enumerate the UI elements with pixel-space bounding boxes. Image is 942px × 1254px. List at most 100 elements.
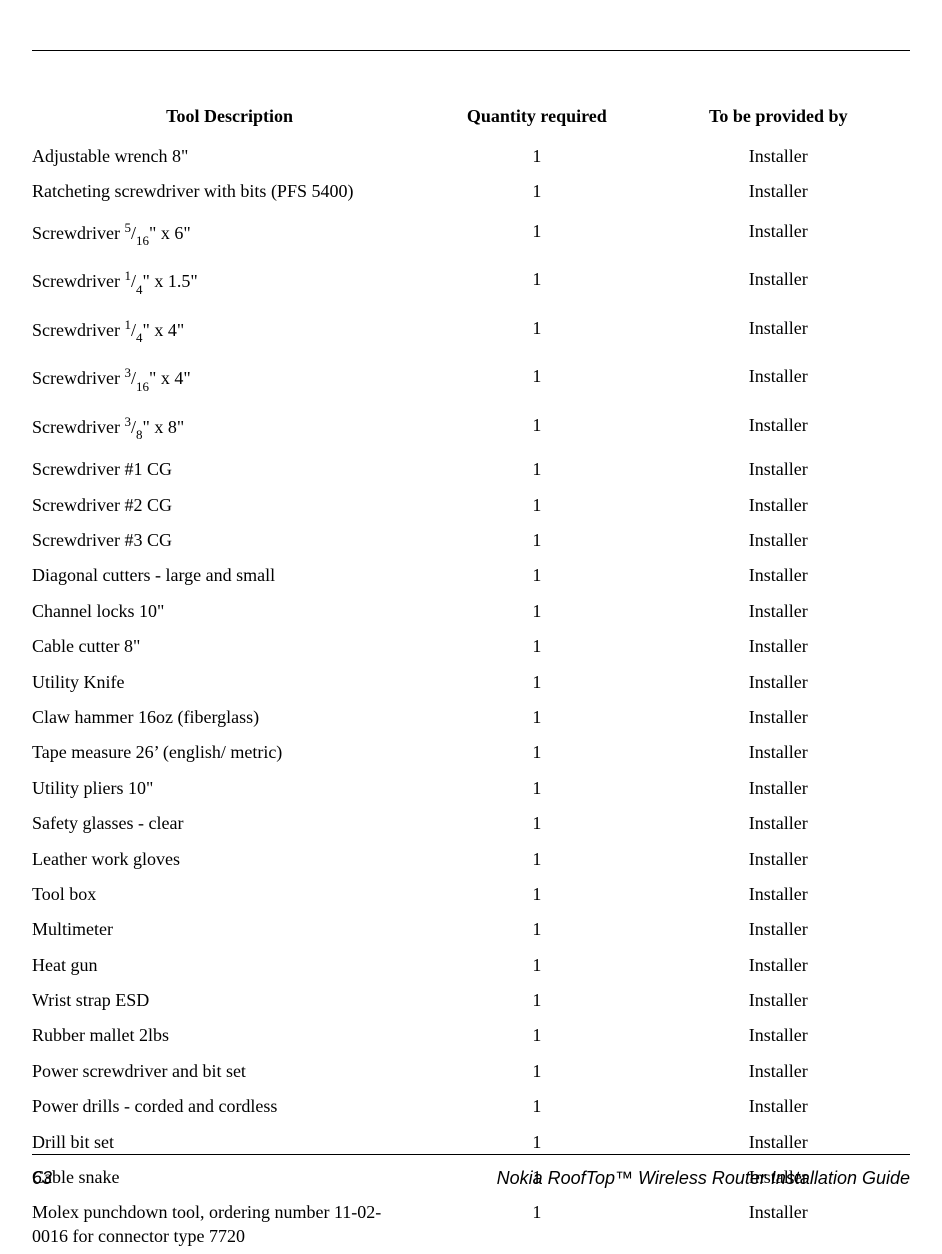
content-area: Tool Description Quantity required To be…	[32, 105, 910, 1254]
cell-provided-by: Installer	[647, 983, 910, 1018]
cell-provided-by: Installer	[647, 771, 910, 806]
table-row: Diagonal cutters - large and small1Insta…	[32, 558, 910, 593]
cell-quantity: 1	[427, 307, 647, 355]
table-row: Screwdriver 3/8" x 8"1Installer	[32, 404, 910, 452]
table-row: Screwdriver #1 CG1Installer	[32, 452, 910, 487]
page-footer: 63 Nokia RoofTop™ Wireless Router Instal…	[32, 1168, 910, 1189]
cell-quantity: 1	[427, 735, 647, 770]
cell-provided-by: Installer	[647, 948, 910, 983]
cell-provided-by: Installer	[647, 139, 910, 174]
cell-description: Screwdriver 1/4" x 4"	[32, 307, 427, 355]
cell-provided-by: Installer	[647, 210, 910, 258]
table-row: Screwdriver 1/4" x 4"1Installer	[32, 307, 910, 355]
cell-description: Screwdriver 5/16" x 6"	[32, 210, 427, 258]
cell-description: Molex punchdown tool, ordering number 11…	[32, 1195, 427, 1254]
table-row: Channel locks 10"1Installer	[32, 594, 910, 629]
cell-provided-by: Installer	[647, 806, 910, 841]
table-row: Screwdriver #3 CG1Installer	[32, 523, 910, 558]
cell-provided-by: Installer	[647, 735, 910, 770]
cell-description: Heat gun	[32, 948, 427, 983]
cell-description: Screwdriver #3 CG	[32, 523, 427, 558]
cell-description: Power drills - corded and cordless	[32, 1089, 427, 1124]
cell-provided-by: Installer	[647, 488, 910, 523]
page: Tool Description Quantity required To be…	[0, 0, 942, 1211]
cell-quantity: 1	[427, 558, 647, 593]
top-horizontal-rule	[32, 50, 910, 51]
tools-table: Tool Description Quantity required To be…	[32, 105, 910, 1254]
cell-quantity: 1	[427, 404, 647, 452]
table-row: Utility Knife1Installer	[32, 665, 910, 700]
cell-quantity: 1	[427, 842, 647, 877]
page-number: 63	[32, 1168, 52, 1189]
fraction: 3/8	[124, 417, 142, 437]
cell-quantity: 1	[427, 210, 647, 258]
cell-description: Leather work gloves	[32, 842, 427, 877]
header-quantity: Quantity required	[427, 105, 647, 139]
table-row: Claw hammer 16oz (fiberglass)1Installer	[32, 700, 910, 735]
cell-provided-by: Installer	[647, 665, 910, 700]
table-row: Tool box1Installer	[32, 877, 910, 912]
cell-quantity: 1	[427, 174, 647, 209]
table-header: Tool Description Quantity required To be…	[32, 105, 910, 139]
fraction-numerator: 1	[124, 268, 131, 283]
table-row: Tape measure 26’ (english/ metric)1Insta…	[32, 735, 910, 770]
cell-description: Tool box	[32, 877, 427, 912]
fraction-denominator: 16	[136, 233, 149, 248]
cell-quantity: 1	[427, 1054, 647, 1089]
header-description: Tool Description	[32, 105, 427, 139]
cell-description: Multimeter	[32, 912, 427, 947]
cell-description: Screwdriver #2 CG	[32, 488, 427, 523]
cell-description: Wrist strap ESD	[32, 983, 427, 1018]
cell-quantity: 1	[427, 1195, 647, 1254]
cell-provided-by: Installer	[647, 1018, 910, 1053]
table-row: Rubber mallet 2lbs1Installer	[32, 1018, 910, 1053]
fraction-denominator: 4	[136, 330, 143, 345]
table-row: Utility pliers 10"1Installer	[32, 771, 910, 806]
fraction: 1/4	[124, 320, 142, 340]
table-row: Ratcheting screwdriver with bits (PFS 54…	[32, 174, 910, 209]
cell-description: Utility Knife	[32, 665, 427, 700]
cell-description: Ratcheting screwdriver with bits (PFS 54…	[32, 174, 427, 209]
fraction-denominator: 8	[136, 427, 143, 442]
cell-description: Screwdriver #1 CG	[32, 452, 427, 487]
cell-quantity: 1	[427, 258, 647, 306]
cell-provided-by: Installer	[647, 558, 910, 593]
table-row: Leather work gloves1Installer	[32, 842, 910, 877]
cell-quantity: 1	[427, 1089, 647, 1124]
table-row: Cable cutter 8"1Installer	[32, 629, 910, 664]
cell-quantity: 1	[427, 488, 647, 523]
fraction-denominator: 16	[136, 379, 149, 394]
cell-quantity: 1	[427, 665, 647, 700]
cell-provided-by: Installer	[647, 307, 910, 355]
table-row: Wrist strap ESD1Installer	[32, 983, 910, 1018]
table-row: Heat gun1Installer	[32, 948, 910, 983]
table-row: Molex punchdown tool, ordering number 11…	[32, 1195, 910, 1254]
cell-description: Adjustable wrench 8"	[32, 139, 427, 174]
cell-description: Diagonal cutters - large and small	[32, 558, 427, 593]
cell-description: Safety glasses - clear	[32, 806, 427, 841]
cell-description: Cable cutter 8"	[32, 629, 427, 664]
table-row: Screwdriver 1/4" x 1.5"1Installer	[32, 258, 910, 306]
cell-provided-by: Installer	[647, 355, 910, 403]
document-title: Nokia RoofTop™ Wireless Router Installat…	[497, 1168, 910, 1189]
cell-description: Screwdriver 1/4" x 1.5"	[32, 258, 427, 306]
cell-quantity: 1	[427, 523, 647, 558]
cell-description: Claw hammer 16oz (fiberglass)	[32, 700, 427, 735]
cell-quantity: 1	[427, 452, 647, 487]
table-row: Power drills - corded and cordless1Insta…	[32, 1089, 910, 1124]
cell-provided-by: Installer	[647, 629, 910, 664]
table-row: Adjustable wrench 8"1Installer	[32, 139, 910, 174]
fraction-numerator: 3	[124, 365, 131, 380]
fraction-numerator: 3	[124, 414, 131, 429]
cell-provided-by: Installer	[647, 842, 910, 877]
cell-quantity: 1	[427, 912, 647, 947]
cell-provided-by: Installer	[647, 594, 910, 629]
cell-quantity: 1	[427, 983, 647, 1018]
cell-provided-by: Installer	[647, 1054, 910, 1089]
table-row: Screwdriver 3/16" x 4"1Installer	[32, 355, 910, 403]
cell-quantity: 1	[427, 1018, 647, 1053]
cell-description: Screwdriver 3/8" x 8"	[32, 404, 427, 452]
cell-description: Power screwdriver and bit set	[32, 1054, 427, 1089]
cell-quantity: 1	[427, 629, 647, 664]
cell-provided-by: Installer	[647, 258, 910, 306]
